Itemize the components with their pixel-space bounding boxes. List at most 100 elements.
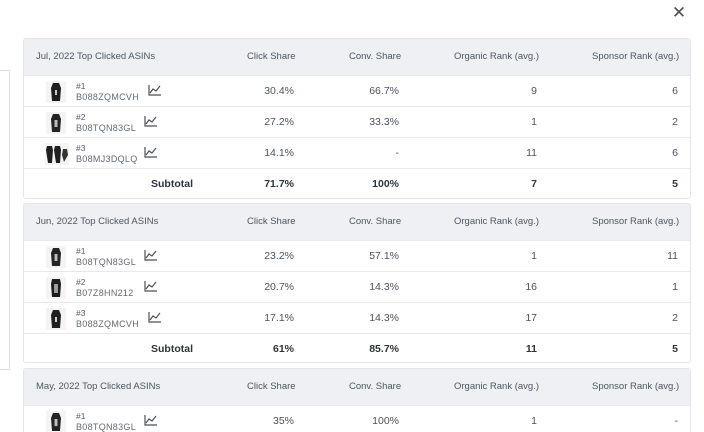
sponsor-rank-value: 1: [672, 281, 678, 293]
column-header-organic-rank[interactable]: Organic Rank (avg.): [454, 381, 540, 392]
asin-link[interactable]: B08TQN83GL: [76, 257, 137, 267]
click-share-value: 14.1%: [264, 147, 294, 159]
table-row: #3 B08MJ3DQLQ 14.1% - 11 6: [24, 137, 690, 168]
column-header-sponsor-rank[interactable]: Sponsor Rank (avg.): [592, 216, 680, 227]
asin-link[interactable]: B08TQN83GL: [76, 123, 137, 133]
subtotal-label: Subtotal: [151, 343, 193, 355]
product-image[interactable]: [45, 143, 69, 165]
trend-chart-icon[interactable]: [144, 249, 158, 261]
column-header-click-share[interactable]: Click Share: [247, 51, 296, 62]
month-section-may: May, 2022 Top Clicked ASINs Click Share …: [23, 368, 691, 432]
conv-share-value: -: [395, 147, 400, 159]
subtotal-row: Subtotal 71.7% 100% 7 5: [24, 168, 690, 198]
product-image[interactable]: [46, 411, 66, 432]
sponsor-rank-value: 2: [672, 116, 678, 128]
asin-cell: #1 B08TQN83GL: [34, 407, 214, 432]
month-section-jul: Jul, 2022 Top Clicked ASINs Click Share …: [23, 38, 691, 199]
asin-cell: #2 B08TQN83GL: [34, 108, 214, 137]
click-share-value: 23.2%: [264, 250, 294, 262]
conv-share-value: 14.3%: [369, 312, 399, 324]
subtotal-click-share: 61%: [272, 343, 294, 355]
organic-rank-value: 11: [526, 147, 537, 159]
section-title: Jul, 2022 Top Clicked ASINs: [36, 51, 156, 62]
close-icon[interactable]: ✕: [671, 3, 687, 22]
sponsor-rank-value: -: [674, 415, 679, 427]
asin-cell: #1 B08TQN83GL: [34, 242, 214, 271]
click-share-value: 17.1%: [264, 312, 294, 324]
rank-label: #3: [76, 143, 86, 153]
asin-link[interactable]: B08TQN83GL: [76, 422, 137, 432]
organic-rank-value: 1: [531, 415, 537, 427]
product-image[interactable]: [46, 81, 66, 103]
trend-chart-icon[interactable]: [144, 280, 158, 292]
rank-label: #1: [76, 246, 86, 256]
subtotal-label: Subtotal: [151, 178, 193, 190]
table-row: #2 B08TQN83GL 27.2% 33.3% 1 2: [24, 106, 690, 137]
trend-chart-icon[interactable]: [148, 84, 162, 96]
click-share-value: 30.4%: [264, 85, 294, 97]
rank-label: #2: [76, 112, 86, 122]
column-header-organic-rank[interactable]: Organic Rank (avg.): [454, 51, 540, 62]
month-section-jun: Jun, 2022 Top Clicked ASINs Click Share …: [23, 203, 691, 363]
section-header: Jul, 2022 Top Clicked ASINs Click Share …: [24, 39, 690, 75]
asin-cell: #3 B08MJ3DQLQ: [34, 139, 214, 168]
table-row: #1 B08TQN83GL 23.2% 57.1% 1 11: [24, 240, 690, 271]
column-header-click-share[interactable]: Click Share: [247, 216, 296, 227]
product-image[interactable]: [46, 112, 66, 134]
trend-chart-icon[interactable]: [144, 146, 158, 158]
asin-link[interactable]: B088ZQMCVH: [76, 319, 140, 329]
sponsor-rank-value: 2: [672, 312, 678, 324]
column-header-sponsor-rank[interactable]: Sponsor Rank (avg.): [592, 381, 680, 392]
asin-link[interactable]: B08MJ3DQLQ: [76, 154, 138, 164]
rank-label: #1: [76, 81, 86, 91]
conv-share-value: 66.7%: [369, 85, 399, 97]
product-image[interactable]: [46, 308, 66, 330]
asin-link[interactable]: B07Z8HN212: [76, 288, 134, 298]
product-image[interactable]: [46, 277, 66, 299]
sponsor-rank-value: 11: [667, 250, 678, 262]
trend-chart-icon[interactable]: [148, 311, 162, 323]
subtotal-click-share: 71.7%: [264, 178, 294, 190]
column-header-conv-share[interactable]: Conv. Share: [349, 381, 402, 392]
rank-label: #2: [76, 277, 86, 287]
rank-label: #1: [76, 411, 86, 421]
organic-rank-value: 9: [531, 85, 537, 97]
column-header-sponsor-rank[interactable]: Sponsor Rank (avg.): [592, 51, 680, 62]
subtotal-conv-share: 100%: [372, 178, 399, 190]
trend-chart-icon[interactable]: [144, 414, 158, 426]
click-share-value: 20.7%: [264, 281, 294, 293]
asin-link[interactable]: B088ZQMCVH: [76, 92, 140, 102]
click-share-value: 27.2%: [264, 116, 294, 128]
asin-cell: #2 B07Z8HN212: [34, 273, 214, 302]
product-image[interactable]: [46, 246, 66, 268]
subtotal-sponsor-rank: 5: [672, 343, 678, 355]
organic-rank-value: 1: [531, 250, 537, 262]
section-title: May, 2022 Top Clicked ASINs: [36, 381, 161, 392]
section-header: Jun, 2022 Top Clicked ASINs Click Share …: [24, 204, 690, 240]
table-row: #2 B07Z8HN212 20.7% 14.3% 16 1: [24, 271, 690, 302]
organic-rank-value: 16: [525, 281, 537, 293]
organic-rank-value: 1: [531, 116, 537, 128]
section-header: May, 2022 Top Clicked ASINs Click Share …: [24, 369, 690, 405]
subtotal-row: Subtotal 61% 85.7% 11 5: [24, 333, 690, 362]
column-header-conv-share[interactable]: Conv. Share: [349, 216, 402, 227]
subtotal-organic-rank: 11: [525, 343, 537, 355]
table-row: #1 B088ZQMCVH 30.4% 66.7% 9 6: [24, 75, 690, 106]
click-share-value: 35%: [272, 415, 294, 427]
conv-share-value: 14.3%: [369, 281, 399, 293]
column-header-organic-rank[interactable]: Organic Rank (avg.): [454, 216, 540, 227]
asin-cell: #1 B088ZQMCVH: [34, 77, 214, 106]
conv-share-value: 100%: [372, 415, 399, 427]
subtotal-conv-share: 85.7%: [369, 343, 399, 355]
column-header-conv-share[interactable]: Conv. Share: [349, 51, 402, 62]
section-title: Jun, 2022 Top Clicked ASINs: [36, 216, 159, 227]
rank-label: #3: [76, 308, 86, 318]
trend-chart-icon[interactable]: [144, 115, 158, 127]
background-panel: [0, 70, 10, 370]
sponsor-rank-value: 6: [672, 85, 678, 97]
organic-rank-value: 17: [525, 312, 537, 324]
conv-share-value: 33.3%: [369, 116, 399, 128]
column-header-click-share[interactable]: Click Share: [247, 381, 296, 392]
conv-share-value: 57.1%: [369, 250, 399, 262]
